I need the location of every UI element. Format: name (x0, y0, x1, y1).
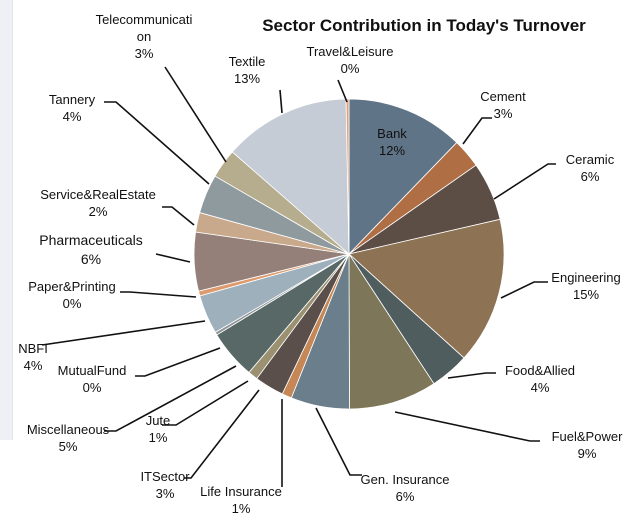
leader-line-jute (162, 380, 249, 426)
leader-line-travel (337, 79, 348, 103)
chart-title: Sector Contribution in Today's Turnover (262, 16, 586, 35)
label-food-name: Food&Allied (505, 363, 575, 378)
label-travel-name: Travel&Leisure (307, 44, 394, 59)
label-telecom-name-1: Telecommunicati (96, 12, 193, 27)
leader-line-telecom (164, 66, 227, 163)
leader-line-nbfi (41, 320, 206, 346)
label-misc-value: 5% (59, 439, 78, 454)
label-mutual-name: MutualFund (58, 363, 127, 378)
leader-line-textile (279, 89, 283, 114)
label-life-ins-value: 1% (232, 501, 251, 516)
label-service-value: 2% (89, 204, 108, 219)
label-ceramic-name: Ceramic (566, 152, 615, 167)
label-textile-value: 13% (234, 71, 260, 86)
pie-slice-engineering (348, 218, 505, 359)
label-engineering-value: 15% (573, 287, 599, 302)
leader-line-it (184, 389, 260, 479)
leader-line-tannery (104, 101, 210, 185)
leader-line-ceramic (493, 163, 556, 200)
leader-line-misc (104, 365, 237, 432)
label-fuel-value: 9% (578, 446, 597, 461)
label-paper-value: 0% (63, 296, 82, 311)
pie-slice-bank (348, 98, 458, 255)
side-panel (0, 0, 13, 440)
label-cement-name: Cement (480, 89, 526, 104)
leader-line-mutual (135, 347, 221, 377)
label-bank-value: 12% (379, 143, 405, 158)
label-pharma-value: 6% (81, 251, 101, 267)
pie-slice-textile (231, 98, 350, 255)
leader-lines (41, 66, 556, 487)
label-ceramic-value: 6% (581, 169, 600, 184)
leader-line-gen-ins (315, 407, 362, 476)
pie-slices (193, 98, 505, 410)
label-travel-value: 0% (341, 61, 360, 76)
label-engineering-name: Engineering (551, 270, 620, 285)
label-nbfi-value: 4% (24, 358, 43, 373)
leader-line-paper (120, 291, 197, 298)
leader-line-pharma (155, 253, 191, 263)
label-nbfi-name: NBFI (18, 341, 48, 356)
label-mutual-value: 0% (83, 380, 102, 395)
label-service-name: Service&RealEstate (40, 187, 156, 202)
slice-labels: Bank 12% Cement 3% Ceramic 6% Engineerin… (18, 12, 623, 516)
label-food-value: 4% (531, 380, 550, 395)
label-fuel-name: Fuel&Power (552, 429, 623, 444)
label-cement-value: 3% (494, 106, 513, 121)
leader-line-cement (462, 117, 492, 145)
label-jute-name: Jute (146, 413, 171, 428)
label-telecom-value: 3% (135, 46, 154, 61)
label-life-ins-name: Life Insurance (200, 484, 282, 499)
label-pharma-name: Pharmaceuticals (39, 232, 143, 248)
leader-line-fuel (394, 411, 540, 442)
label-paper-name: Paper&Printing (28, 279, 115, 294)
leader-line-engineering (500, 281, 548, 299)
label-bank-name: Bank (377, 126, 407, 141)
pie-slice-fuel-power (348, 252, 435, 410)
label-it-name: ITSector (140, 469, 190, 484)
label-gen-ins-name: Gen. Insurance (361, 472, 450, 487)
label-misc-name: Miscellaneous (27, 422, 110, 437)
label-jute-value: 1% (149, 430, 168, 445)
leader-line-food (447, 372, 496, 379)
label-textile-name: Textile (229, 54, 266, 69)
label-tannery-name: Tannery (49, 92, 96, 107)
label-gen-ins-value: 6% (396, 489, 415, 504)
label-it-value: 3% (156, 486, 175, 501)
leader-line-service (162, 206, 195, 226)
label-telecom-name-2: on (137, 29, 151, 44)
label-tannery-value: 4% (63, 109, 82, 124)
